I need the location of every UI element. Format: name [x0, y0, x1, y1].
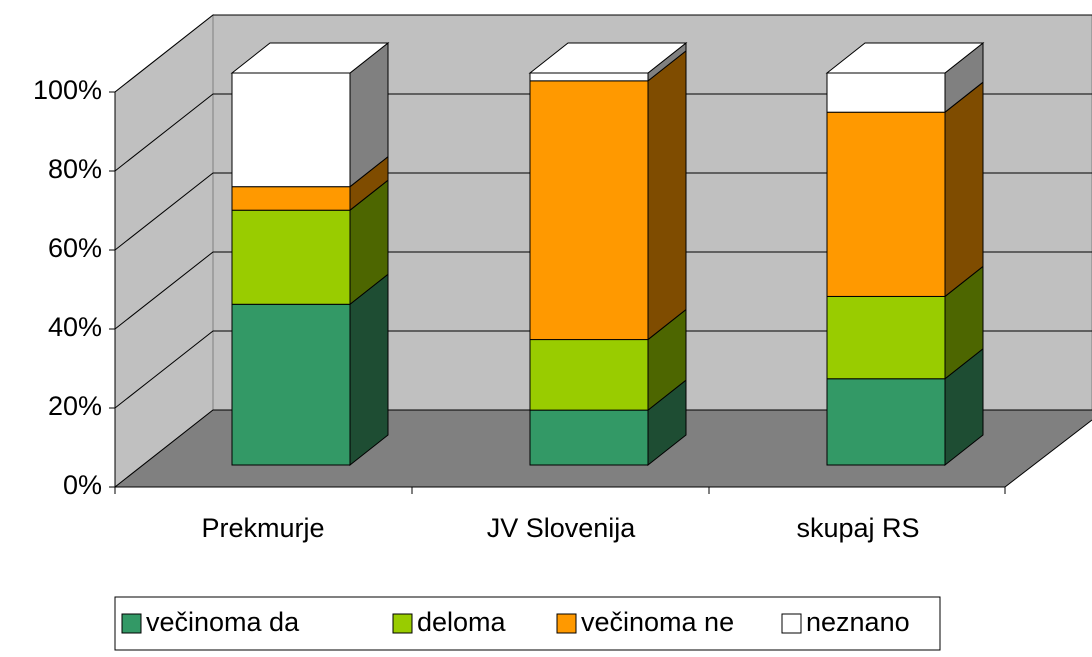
- floor-edge: [1004, 419, 1092, 488]
- legend: [114, 596, 941, 651]
- grid-line: [114, 93, 1092, 172]
- y-tick-label: 100%: [33, 75, 102, 105]
- bar-segment: [826, 378, 946, 466]
- legend-swatch: [556, 613, 577, 634]
- bar-segment: [529, 72, 649, 82]
- bar-segment: [529, 339, 649, 411]
- legend-swatch: [781, 613, 802, 634]
- y-tick-label: 0%: [63, 470, 102, 500]
- bar-top: [528, 42, 688, 74]
- y-tick-label: 60%: [48, 233, 102, 263]
- grid-line: [114, 330, 1092, 409]
- bar-segment: [529, 409, 649, 466]
- y-tick-label: 20%: [48, 391, 102, 421]
- grid-line: [114, 409, 1092, 488]
- legend-label: večinoma ne: [581, 607, 734, 637]
- bar-side: [349, 273, 389, 467]
- grid-line: [114, 251, 1092, 330]
- legend-swatch: [121, 613, 142, 634]
- y-tick-label: 80%: [48, 154, 102, 184]
- bar-segment: [231, 72, 351, 188]
- bar-top: [230, 42, 390, 74]
- legend-label: večinoma da: [146, 607, 300, 637]
- bar-segment: [826, 295, 946, 380]
- bar-segment: [529, 80, 649, 341]
- bar-side: [647, 49, 687, 341]
- bar-segment: [231, 303, 351, 466]
- grid-line: [114, 172, 1092, 251]
- grid-line: [114, 14, 1092, 93]
- left-wall: [114, 13, 214, 489]
- x-tick-label: skupaj RS: [796, 513, 919, 543]
- x-tick-label: JV Slovenija: [487, 513, 637, 543]
- legend-label: neznano: [806, 607, 910, 637]
- x-tick-label: Prekmurje: [201, 513, 324, 543]
- bar-segment: [826, 72, 946, 113]
- bar-top: [825, 42, 985, 74]
- y-tick-label: 40%: [48, 312, 102, 342]
- bar-segment: [231, 209, 351, 305]
- bar-segment: [826, 111, 946, 297]
- legend-label: deloma: [417, 607, 507, 637]
- bar-side: [944, 81, 984, 298]
- bar-segment: [231, 186, 351, 211]
- legend-swatch: [392, 613, 413, 634]
